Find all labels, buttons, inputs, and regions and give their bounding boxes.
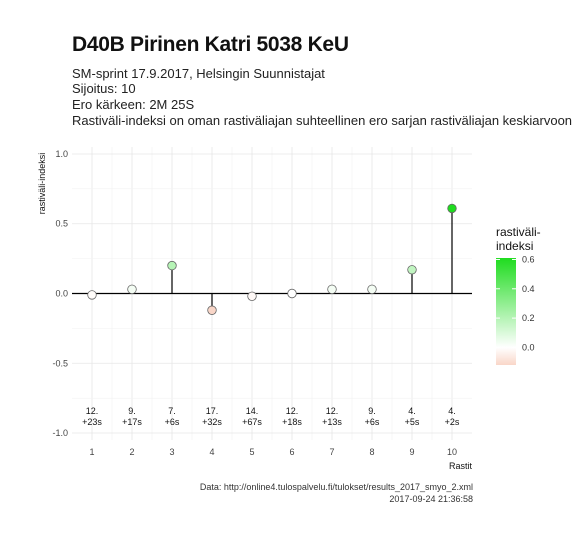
time-diff-label: +6s (165, 417, 180, 427)
data-point (167, 260, 177, 271)
time-diff-label: +5s (405, 417, 420, 427)
source-caption: Data: http://online4.tulospalvelu.fi/tul… (199, 482, 473, 492)
chart-subtitle-rank: Sijoitus: 10 (72, 81, 136, 96)
x-tick-label: 7 (329, 447, 334, 457)
rank-label: 12. (286, 406, 299, 416)
y-tick-label: 0.5 (55, 219, 68, 229)
data-point (87, 290, 97, 300)
x-tick-label: 4 (209, 447, 214, 457)
y-tick-label: -0.5 (52, 358, 68, 368)
time-diff-label: +6s (365, 417, 380, 427)
chart-title: D40B Pirinen Katri 5038 KeU (72, 33, 349, 56)
rank-label: 12. (86, 406, 99, 416)
x-tick-label: 10 (447, 447, 457, 457)
time-diff-label: +13s (322, 417, 342, 427)
x-tick-label: 3 (169, 447, 174, 457)
y-tick-label: -1.0 (52, 428, 68, 438)
time-diff-label: +17s (122, 417, 142, 427)
legend-tick-label: 0.6 (522, 254, 535, 264)
data-point (327, 284, 337, 295)
legend-title: rastiväli- (496, 225, 541, 239)
data-point (447, 203, 457, 214)
x-tick-label: 1 (89, 447, 94, 457)
rank-label: 7. (168, 406, 176, 416)
x-tick-label: 6 (289, 447, 294, 457)
chart-subtitle-gap: Ero kärkeen: 2M 25S (72, 97, 195, 112)
rank-label: 4. (408, 406, 416, 416)
time-diff-label: +32s (202, 417, 222, 427)
data-point (127, 284, 137, 295)
time-diff-label: +23s (82, 417, 102, 427)
rank-label: 14. (246, 406, 259, 416)
y-tick-label: 0.0 (55, 289, 68, 299)
time-diff-label: +2s (445, 417, 460, 427)
chart-subtitle-event: SM-sprint 17.9.2017, Helsingin Suunnista… (72, 66, 325, 81)
data-point (287, 288, 297, 299)
y-axis-title: rastiväli-indeksi (37, 153, 47, 215)
x-tick-label: 2 (129, 447, 134, 457)
time-diff-label: +18s (282, 417, 302, 427)
data-point (367, 284, 377, 295)
legend-colorbar (496, 258, 516, 365)
legend-tick-label: 0.4 (522, 284, 535, 294)
legend-title: indeksi (496, 239, 533, 253)
data-point (207, 305, 217, 315)
rank-label: 17. (206, 406, 219, 416)
legend-tick-label: 0.2 (522, 313, 535, 323)
legend-tick-label: 0.0 (522, 342, 535, 352)
y-tick-label: 1.0 (55, 149, 68, 159)
x-tick-label: 5 (249, 447, 254, 457)
data-point (247, 291, 257, 301)
timestamp-caption: 2017-09-24 21:36:58 (389, 494, 473, 504)
chart-subtitle-description: Rastiväli-indeksi on oman rastiväliajan … (72, 113, 573, 128)
x-tick-label: 8 (369, 447, 374, 457)
x-axis-title: Rastit (449, 461, 473, 471)
rank-label: 12. (326, 406, 339, 416)
rank-label: 9. (368, 406, 376, 416)
rank-label: 4. (448, 406, 456, 416)
time-diff-label: +67s (242, 417, 262, 427)
data-point (407, 265, 417, 275)
x-tick-label: 9 (409, 447, 414, 457)
rank-label: 9. (128, 406, 136, 416)
